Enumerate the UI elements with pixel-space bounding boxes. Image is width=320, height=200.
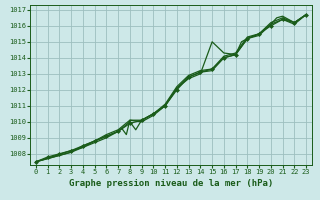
X-axis label: Graphe pression niveau de la mer (hPa): Graphe pression niveau de la mer (hPa)	[69, 179, 273, 188]
